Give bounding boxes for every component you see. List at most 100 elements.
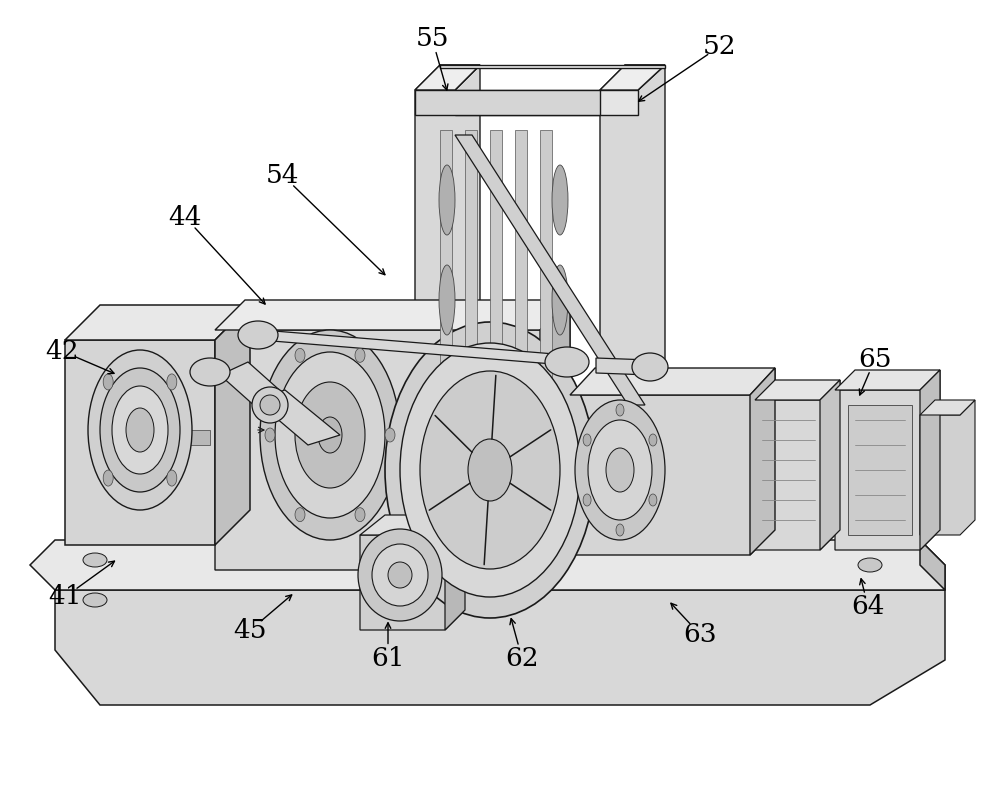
Text: 64: 64 [851, 594, 885, 619]
Polygon shape [920, 400, 975, 415]
Ellipse shape [190, 358, 230, 386]
Ellipse shape [385, 322, 595, 618]
Ellipse shape [649, 434, 657, 446]
Polygon shape [415, 65, 480, 90]
Ellipse shape [552, 165, 568, 235]
Polygon shape [215, 305, 250, 545]
Ellipse shape [583, 494, 591, 506]
Polygon shape [920, 370, 940, 550]
Ellipse shape [606, 448, 634, 492]
Polygon shape [65, 340, 215, 545]
Ellipse shape [439, 265, 455, 335]
Text: 61: 61 [371, 646, 405, 671]
Ellipse shape [420, 371, 560, 569]
Ellipse shape [355, 508, 365, 522]
Polygon shape [415, 65, 480, 415]
Polygon shape [445, 515, 465, 630]
Polygon shape [835, 370, 940, 550]
Ellipse shape [112, 386, 168, 474]
Text: 42: 42 [45, 338, 79, 364]
Ellipse shape [260, 395, 280, 415]
Ellipse shape [388, 562, 412, 588]
Ellipse shape [88, 350, 192, 510]
Ellipse shape [858, 558, 882, 572]
Ellipse shape [616, 524, 624, 536]
Polygon shape [455, 410, 600, 430]
Polygon shape [565, 455, 575, 480]
Polygon shape [30, 540, 945, 590]
Polygon shape [215, 300, 570, 330]
Text: 54: 54 [266, 163, 300, 188]
Ellipse shape [616, 404, 624, 416]
Polygon shape [596, 358, 650, 375]
Polygon shape [465, 130, 477, 390]
Ellipse shape [83, 593, 107, 607]
Ellipse shape [295, 382, 365, 488]
Polygon shape [255, 390, 340, 445]
Polygon shape [415, 65, 480, 90]
Polygon shape [55, 590, 945, 705]
Ellipse shape [385, 428, 395, 442]
Ellipse shape [103, 374, 113, 390]
Ellipse shape [265, 428, 275, 442]
Text: 44: 44 [168, 204, 202, 230]
Ellipse shape [575, 400, 665, 540]
Polygon shape [755, 380, 840, 400]
Polygon shape [415, 90, 638, 115]
Polygon shape [540, 130, 552, 390]
Ellipse shape [238, 321, 278, 349]
Text: 52: 52 [703, 34, 737, 59]
Ellipse shape [318, 417, 342, 453]
Ellipse shape [355, 348, 365, 362]
Ellipse shape [167, 374, 177, 390]
Ellipse shape [260, 330, 400, 540]
Ellipse shape [295, 508, 305, 522]
Ellipse shape [100, 368, 180, 492]
Ellipse shape [468, 439, 512, 501]
Ellipse shape [545, 347, 589, 377]
Ellipse shape [83, 553, 107, 567]
Polygon shape [440, 130, 452, 390]
Ellipse shape [275, 352, 385, 518]
Text: 41: 41 [48, 584, 82, 610]
Polygon shape [65, 305, 250, 340]
Polygon shape [360, 515, 465, 535]
Ellipse shape [295, 348, 305, 362]
Ellipse shape [372, 544, 428, 606]
Text: 45: 45 [233, 618, 267, 643]
Polygon shape [600, 65, 665, 425]
Polygon shape [920, 400, 975, 535]
Ellipse shape [588, 420, 652, 520]
Text: 62: 62 [505, 646, 539, 671]
Polygon shape [600, 65, 665, 90]
Text: 55: 55 [415, 26, 449, 51]
Polygon shape [848, 405, 912, 535]
Polygon shape [835, 370, 940, 390]
Polygon shape [90, 430, 210, 445]
Polygon shape [440, 65, 665, 68]
Polygon shape [540, 300, 570, 570]
Polygon shape [515, 130, 527, 390]
Polygon shape [455, 135, 645, 405]
Polygon shape [220, 362, 285, 408]
Polygon shape [415, 90, 600, 115]
Ellipse shape [649, 494, 657, 506]
Polygon shape [755, 380, 840, 550]
Polygon shape [360, 515, 465, 630]
Polygon shape [570, 368, 775, 395]
Ellipse shape [358, 529, 442, 621]
Text: 65: 65 [858, 346, 892, 372]
Ellipse shape [439, 165, 455, 235]
Ellipse shape [252, 387, 288, 423]
Polygon shape [570, 368, 775, 555]
Polygon shape [920, 540, 945, 590]
Polygon shape [260, 330, 567, 365]
Polygon shape [455, 385, 480, 440]
Polygon shape [750, 368, 775, 555]
Ellipse shape [126, 408, 154, 452]
Polygon shape [215, 300, 570, 570]
Ellipse shape [583, 434, 591, 446]
Ellipse shape [552, 265, 568, 335]
Text: 63: 63 [683, 622, 717, 647]
Polygon shape [820, 380, 840, 550]
